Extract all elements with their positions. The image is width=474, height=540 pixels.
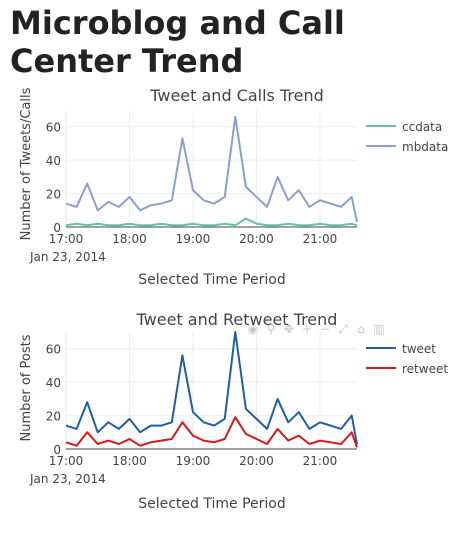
date-label: Jan 23, 2014 bbox=[29, 472, 106, 486]
plotly-logo-icon[interactable]: ▥ bbox=[373, 322, 385, 336]
y-axis-label: Number of Posts bbox=[19, 334, 34, 441]
y-tick-label: 60 bbox=[46, 121, 61, 135]
legend-label-tweet: tweet bbox=[402, 342, 436, 356]
x-axis-label: Selected Time Period bbox=[138, 272, 286, 288]
y-tick-label: 60 bbox=[46, 343, 61, 357]
y-tick-label: 40 bbox=[46, 376, 61, 390]
x-tick-label: 19:00 bbox=[176, 454, 211, 468]
chart-title: Tweet and Retweet Trend bbox=[136, 310, 338, 329]
x-tick-label: 21:00 bbox=[303, 454, 338, 468]
zoom-icon[interactable]: ⚲ bbox=[266, 322, 276, 336]
x-tick-label: 20:00 bbox=[239, 454, 274, 468]
date-label: Jan 23, 2014 bbox=[29, 250, 106, 264]
x-tick-label: 20:00 bbox=[239, 232, 274, 246]
x-axis-label: Selected Time Period bbox=[138, 496, 286, 512]
zoom-in-icon[interactable]: + bbox=[301, 322, 313, 336]
x-tick-label: 18:00 bbox=[112, 454, 147, 468]
tweet-calls-chart[interactable]: Tweet and Calls Trend 0 20 40 60 17:00 18:00… bbox=[0, 84, 474, 314]
series-line-retweet bbox=[65, 416, 358, 448]
legend-label-mbdata: mbdata bbox=[402, 140, 448, 154]
x-tick-label: 21:00 bbox=[303, 232, 338, 246]
home-icon[interactable]: ⌂ bbox=[357, 322, 365, 336]
tweet-calls-svg[interactable]: Tweet and Calls Trend 0 20 40 60 17:00 18:00… bbox=[0, 84, 474, 314]
pan-icon[interactable]: ✥ bbox=[283, 322, 295, 336]
series-line-ccdata bbox=[65, 217, 358, 227]
x-tick-label: 18:00 bbox=[112, 232, 147, 246]
y-axis-label: Number of Tweets/Calls bbox=[19, 87, 34, 240]
series-line-mbdata bbox=[65, 115, 358, 223]
x-tick-label: 19:00 bbox=[176, 232, 211, 246]
tweet-retweet-chart[interactable]: Tweet and Retweet Trend 0 20 40 60 17:00 18:… bbox=[0, 306, 474, 536]
tweet-retweet-svg[interactable]: Tweet and Retweet Trend 0 20 40 60 17:00 18:… bbox=[0, 306, 474, 536]
legend-label-ccdata: ccdata bbox=[402, 120, 442, 134]
autoscale-icon[interactable]: ⤢ bbox=[338, 322, 348, 336]
y-tick-label: 20 bbox=[46, 410, 61, 424]
x-tick-label: 17:00 bbox=[49, 454, 84, 468]
legend-label-retweet: retweet bbox=[402, 362, 448, 376]
x-tick-label: 17:00 bbox=[49, 232, 84, 246]
camera-icon[interactable]: ◉ bbox=[247, 322, 259, 336]
zoom-out-icon[interactable]: − bbox=[319, 322, 331, 336]
modebar: ◉ ⚲ ✥ + − ⤢ ⌂ ▥ bbox=[246, 322, 386, 336]
y-tick-label: 0 bbox=[53, 443, 61, 457]
chart-title: Tweet and Calls Trend bbox=[149, 86, 324, 105]
series-line-tweet bbox=[65, 331, 358, 445]
y-tick-label: 0 bbox=[53, 221, 61, 235]
page-title: Microblog and Call Center Trend bbox=[10, 4, 345, 80]
y-tick-label: 20 bbox=[46, 188, 61, 202]
y-tick-label: 40 bbox=[46, 154, 61, 168]
